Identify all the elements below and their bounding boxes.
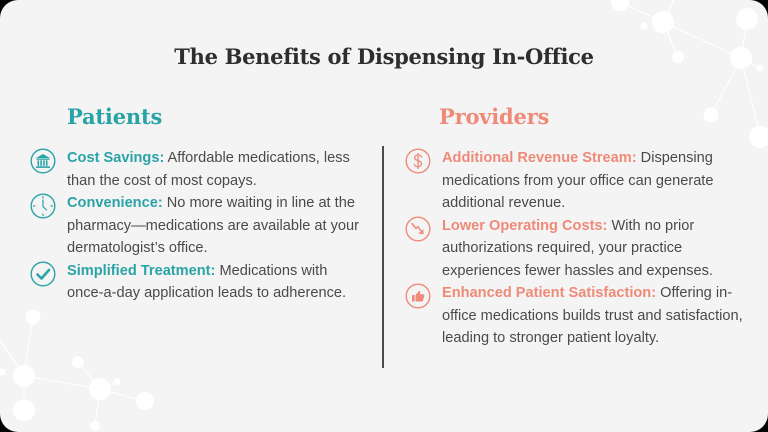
list-item: Cost Savings: Affordable medications, le… xyxy=(30,147,360,192)
benefit-label: Enhanced Patient Satisfaction: xyxy=(442,285,657,301)
benefit-description: Medications with once-a-day application … xyxy=(67,262,347,302)
benefit-description: Affordable medications, less than the co… xyxy=(67,150,350,189)
checkmark-icon xyxy=(30,260,56,287)
list-item: Additional Revenue Stream: Dispensing me… xyxy=(405,147,745,215)
column-divider xyxy=(382,146,384,368)
page-title: The Benefits of Dispensing In-Office xyxy=(174,44,594,69)
benefit-description: Dispensing medications from your office … xyxy=(442,150,714,211)
list-item: Enhanced Patient Satisfaction: Offering … xyxy=(405,282,745,350)
list-item: Lower Operating Costs: With no prior aut… xyxy=(405,215,745,283)
benefit-label: Lower Operating Costs: xyxy=(442,217,608,234)
list-item: Convenience: No more waiting in line at … xyxy=(30,192,360,260)
patients-benefits-list: Cost Savings: Affordable medications, le… xyxy=(30,147,360,305)
benefit-description: No more waiting in line at the pharmacy—… xyxy=(67,195,360,256)
benefit-label: Simplified Treatment: xyxy=(67,262,216,279)
clock-icon xyxy=(30,193,56,219)
patients-heading: Patients xyxy=(67,104,163,129)
benefit-description: Offering in-office medications builds tr… xyxy=(442,285,743,346)
trend-down-icon xyxy=(405,215,431,242)
bank-icon xyxy=(30,148,56,174)
benefit-label: Cost Savings: xyxy=(67,150,165,166)
thumbs-up-icon xyxy=(405,283,431,309)
benefit-description: With no prior authorizations required, y… xyxy=(442,217,713,279)
dollar-icon xyxy=(405,148,431,174)
providers-heading: Providers xyxy=(439,104,550,129)
list-item: Simplified Treatment: Medications with o… xyxy=(30,260,360,305)
providers-benefits-list: Additional Revenue Stream: Dispensing me… xyxy=(405,147,745,350)
benefit-label: Convenience: xyxy=(67,195,163,211)
benefit-label: Additional Revenue Stream: xyxy=(442,150,637,166)
